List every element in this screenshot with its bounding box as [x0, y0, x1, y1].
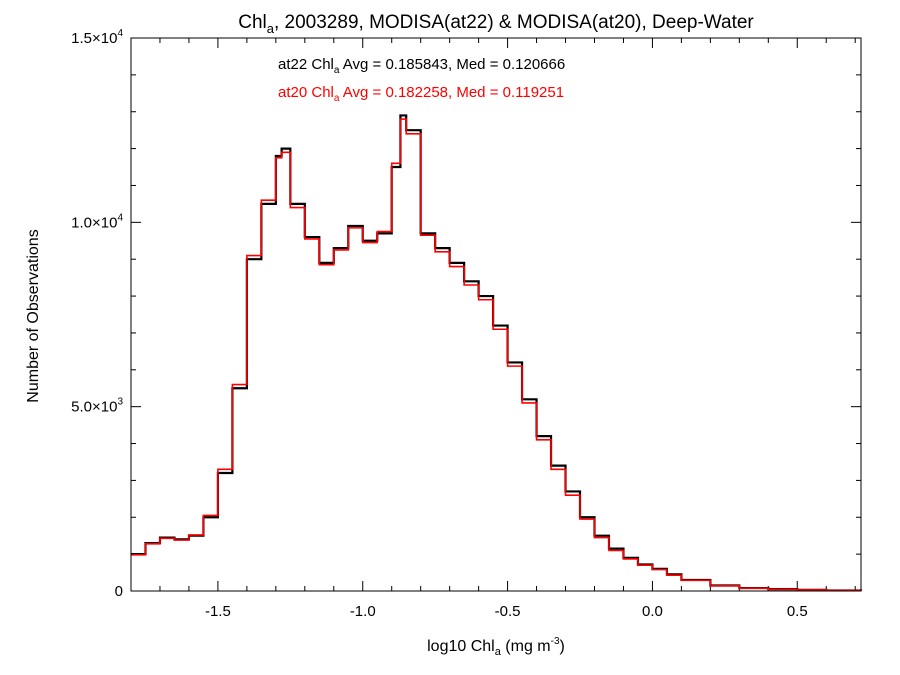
y-tick-label-exponent: 4: [117, 212, 123, 223]
series-at20-line: [131, 118, 862, 592]
chart-title-sub: a: [267, 21, 275, 36]
y-tick-label-mantissa: 1.5×10: [71, 30, 117, 47]
y-axis-label: Number of Observations: [25, 229, 42, 402]
x-axis-label-end: ): [560, 638, 565, 655]
y-tick-label: 1.5×104: [71, 28, 123, 47]
annotation-at20-pre: at20 Chl: [278, 84, 334, 101]
x-axis-label-mid: (mg m: [501, 638, 551, 655]
y-tick-label-mantissa: 1.0×10: [71, 214, 117, 231]
chart-title-rest: , 2003289, MODISA(at22) & MODISA(at20), …: [274, 12, 754, 33]
annotation-at20: at20 Chla Avg = 0.182258, Med = 0.119251: [278, 84, 564, 104]
annotation-at20-post: Avg = 0.182258, Med = 0.119251: [339, 84, 564, 101]
x-tick-label: -1.0: [350, 603, 376, 620]
annotation-at22-sub: a: [334, 65, 340, 76]
annotation-at22: at22 Chla Avg = 0.185843, Med = 0.120666: [278, 56, 565, 76]
x-tick-label: 0.0: [642, 603, 663, 620]
annotation-at22-post: Avg = 0.185843, Med = 0.120666: [339, 56, 565, 73]
plot-frame: [130, 37, 862, 592]
x-axis-label-base: log10 Chl: [427, 638, 495, 655]
series-at22-line: [131, 114, 863, 592]
x-tick-label: -0.5: [495, 603, 521, 620]
y-tick-label-exponent: 4: [117, 28, 123, 39]
x-axis-label: log10 Chla (mg m-3): [427, 636, 565, 658]
annotation-at22-pre: at22 Chl: [278, 56, 334, 73]
chart-title: Chla, 2003289, MODISA(at22) & MODISA(at2…: [238, 12, 754, 36]
chart-title-base: Chl: [238, 12, 267, 33]
x-tick-label: 0.5: [787, 603, 808, 620]
y-tick-label-mantissa: 0: [115, 583, 123, 600]
annotation-at20-sub: a: [334, 93, 340, 104]
x-axis-label-sub: a: [495, 646, 502, 658]
x-tick-label: -1.5: [205, 603, 231, 620]
y-tick-label: 5.0×103: [71, 397, 123, 416]
series-group: [131, 114, 863, 592]
x-axis-label-sup: -3: [551, 636, 560, 647]
y-tick-label: 1.0×104: [71, 212, 123, 231]
y-tick-label-exponent: 3: [117, 397, 123, 408]
y-tick-label: 0: [115, 583, 123, 600]
y-tick-label-mantissa: 5.0×10: [71, 399, 117, 416]
